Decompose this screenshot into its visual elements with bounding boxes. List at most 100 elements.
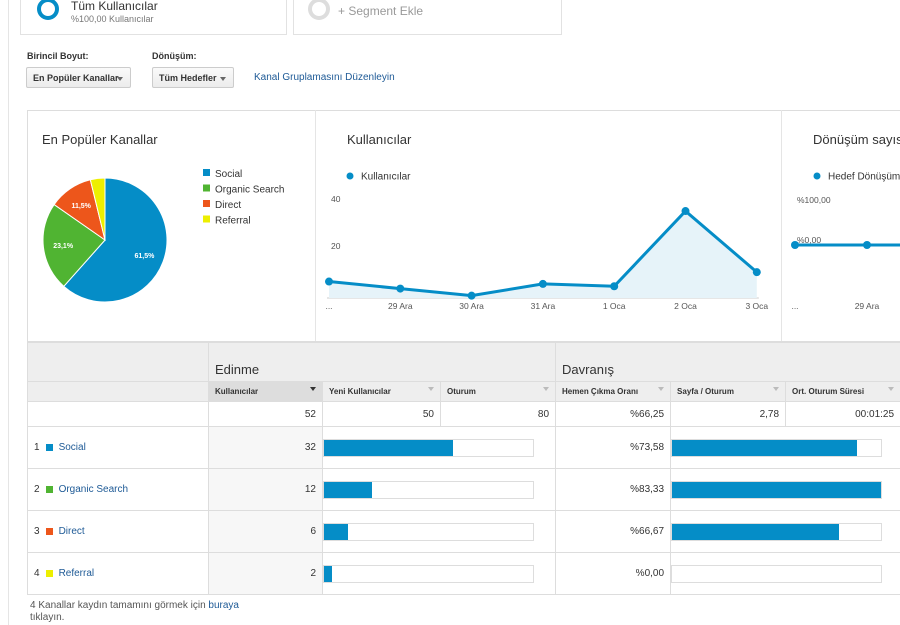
bar-track (323, 481, 534, 499)
bounce: %73,58 (555, 426, 672, 469)
users: 12 (208, 468, 323, 511)
pie-slice (42, 203, 106, 288)
bar-cell (321, 426, 557, 469)
legend-swatch (203, 184, 210, 192)
legend-label: Kullanıcılar (361, 172, 411, 183)
legend-label: Organic Search (215, 185, 284, 196)
swatch (45, 569, 53, 577)
segment-card[interactable]: Tüm Kullanıcılar %100,00 Kullanıcılar (20, 0, 287, 35)
sort-icon (888, 387, 895, 394)
point (791, 241, 799, 249)
data-row: 1 Social 32 %73,58 (27, 426, 900, 469)
point (752, 268, 761, 277)
swatch (45, 485, 53, 493)
x-tick-label: ... (325, 301, 332, 311)
chart-title: Kullanıcılar (347, 132, 412, 147)
x-tick-label: 31 Ara (531, 301, 556, 311)
bar-cell (670, 552, 900, 595)
data-row: 2 Organic Search 12 %83,33 (27, 468, 900, 511)
slice-label: 23,1% (53, 243, 74, 250)
footer-link[interactable]: buraya (208, 600, 239, 611)
charts: En Popüler Kanallar 61,5% Social 23,1% Organ… (27, 110, 900, 342)
column-header[interactable]: Hemen Çıkma Oranı (555, 381, 672, 402)
legend-label: Hedef Dönüşüm (828, 172, 900, 183)
rank: 2 (34, 484, 40, 495)
x-tick-label: 3 Oca (745, 301, 768, 311)
y-tick-label: 20 (331, 241, 341, 251)
bar (672, 482, 882, 498)
sort-icon (543, 387, 550, 394)
legend-swatch (203, 169, 210, 176)
sort-icon (310, 387, 316, 394)
group-header: Davranış (555, 342, 900, 382)
data-row: 4 Referral 2 %0,00 (27, 552, 900, 595)
bar-track (323, 565, 534, 583)
bounce: %83,33 (555, 468, 672, 511)
bar-cell (321, 510, 557, 553)
total: 52 (208, 401, 323, 427)
column-header[interactable]: Ort. Oturum Süresi (785, 381, 900, 402)
total: 00:01:25 (785, 401, 900, 427)
y-tick-label: %100,00 (797, 195, 831, 205)
control-label: Dönüşüm: (152, 51, 197, 61)
rank: 3 (34, 526, 40, 537)
segment-add[interactable]: + Segment Ekle (293, 0, 562, 35)
segment-ring (37, 0, 59, 20)
area (329, 211, 757, 298)
bar (672, 524, 840, 540)
channel-link[interactable]: Direct (58, 526, 85, 537)
legend-dot (346, 172, 354, 180)
point (325, 277, 333, 286)
total: 50 (322, 401, 441, 427)
chart-panel (27, 110, 900, 342)
channel-link[interactable]: Referral (58, 568, 95, 579)
point (863, 241, 871, 249)
column-header[interactable]: Yeni Kullanıcılar (322, 381, 441, 402)
bar-track (323, 523, 534, 541)
pie-slice (63, 177, 168, 303)
column-header[interactable]: Oturum (439, 381, 557, 402)
x-tick-label: 29 Ara (388, 301, 413, 311)
column-header[interactable]: Kullanıcılar (208, 381, 323, 402)
x-tick-label: ... (791, 301, 798, 311)
bar-track (671, 565, 883, 583)
swatch (45, 527, 53, 535)
sort-icon (428, 387, 434, 394)
edit-link[interactable]: Kanal Gruplamasını Düzenleyin (254, 72, 395, 83)
legend-label: Social (215, 169, 242, 180)
dropdown[interactable]: En Popüler Kanallar (26, 67, 131, 88)
bar (324, 440, 453, 456)
footer: 4 Kanallar kaydın tamamını görmek için b… (30, 600, 260, 624)
dropdown[interactable]: Tüm Hedefler (152, 67, 234, 88)
bounce: %0,00 (555, 552, 672, 595)
bounce: %66,67 (555, 510, 672, 553)
sort-icon (658, 387, 665, 394)
data-row: 3 Direct 6 %66,67 (27, 510, 900, 553)
group-header: Edinme (207, 342, 557, 382)
swatch (45, 443, 53, 451)
users: 2 (208, 552, 323, 595)
bar-cell (670, 426, 900, 469)
bar-track (671, 523, 883, 541)
segment-add-label: + Segment Ekle (338, 4, 424, 18)
channel-cell: 2 Organic Search (27, 468, 209, 511)
point (681, 207, 690, 216)
x-tick-label: 2 Oca (674, 301, 697, 311)
point (467, 291, 476, 300)
channel-link[interactable]: Organic Search (58, 484, 129, 495)
bar-cell (321, 552, 557, 595)
bar-track (671, 481, 883, 499)
bar (324, 524, 349, 540)
data-table: Edinme Davranış Kullanıcılar Yeni Kullanıcı… (27, 342, 900, 595)
group-row: Edinme Davranış (27, 342, 900, 382)
channel-link[interactable]: Social (58, 442, 86, 453)
side-border (8, 0, 9, 625)
legend-label: Referral (215, 216, 251, 227)
totals-row: 52 50 80 %66,25 2,78 00:01:25 (27, 401, 900, 427)
column-header[interactable]: Sayfa / Oturum (670, 381, 787, 402)
legend-dot (813, 172, 821, 180)
point (396, 284, 405, 293)
y-tick-label: 40 (331, 194, 341, 204)
slice-label: 61,5% (134, 253, 155, 260)
